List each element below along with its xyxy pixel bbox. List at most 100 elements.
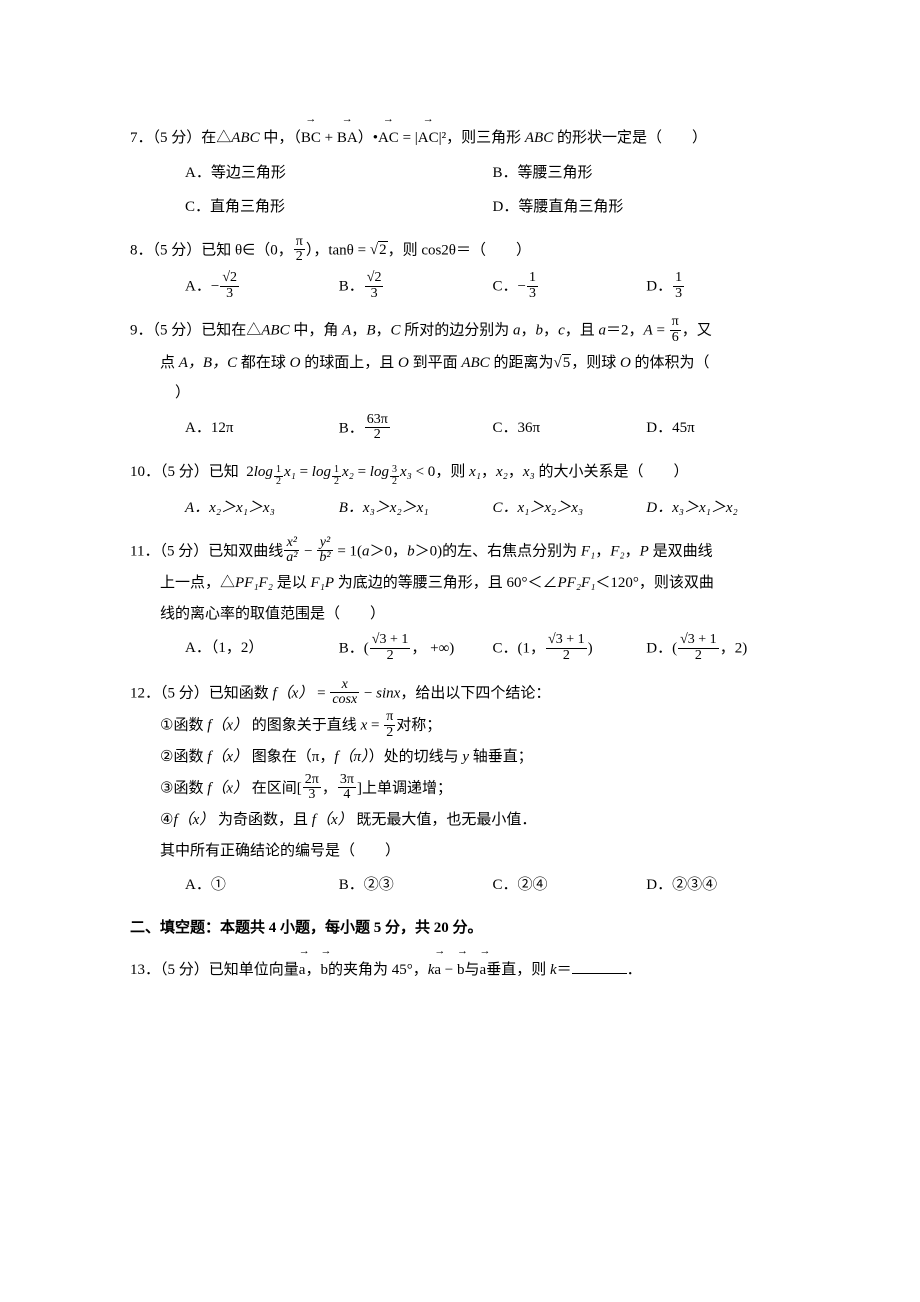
- q12-frac: xcosx: [330, 678, 359, 708]
- q8-choice-a: A．−√23: [185, 272, 339, 302]
- q10-x3n: x₃: [523, 464, 535, 480]
- q12-s2y: y: [462, 749, 469, 765]
- q12-s4fx2: f（x）: [312, 812, 353, 828]
- q7-tail: 的形状一定是（ ）: [553, 130, 707, 146]
- vector-a3: →a: [480, 952, 487, 985]
- q12-s4a: 为奇函数，且: [214, 812, 312, 828]
- q11-d-frac: √3 + 12: [678, 633, 719, 663]
- vector-b2: →b: [457, 952, 465, 985]
- q12-s3a: 函数: [173, 780, 207, 796]
- question-10: 10．（5 分）已知 2log12x₁ = log12x₂ = log32x₃ …: [130, 458, 800, 523]
- q10-eq1: =: [296, 464, 312, 480]
- q8-c-pre: C．: [493, 279, 518, 295]
- q7-abc: ABC: [231, 130, 259, 146]
- q8-sqrt2: 2: [370, 236, 388, 265]
- q11-stem-line2: 上一点，△PF₁F₂ 是以 F₁P 为底边的等腰三角形，且 60°＜∠PF₂F₁…: [160, 569, 800, 598]
- q11-choice-b: B．(√3 + 12， +∞): [339, 634, 493, 664]
- q11-b-pre: B．: [339, 641, 364, 657]
- q10-eq2: =: [354, 464, 370, 480]
- q12-end: 其中所有正确结论的编号是（ ）: [160, 837, 800, 866]
- q12-choice-d: D．②③④: [646, 871, 800, 900]
- q10-cm1: ，: [481, 464, 496, 480]
- q10-x1n: x₁: [469, 464, 481, 480]
- q11-prefix: 11．（5 分）已知双曲线: [130, 543, 283, 559]
- q11-mid1: 的左、右焦点分别为: [442, 543, 581, 559]
- q9-choice-d: D．45π: [646, 414, 800, 444]
- q12-s3c: ]上单调递增；: [357, 780, 452, 796]
- q9-choice-b: B．63π2: [339, 414, 493, 444]
- q9-frac-pi6: π6: [670, 315, 681, 345]
- q8-a-pre: A．: [185, 279, 211, 295]
- q8-f1-den: 2: [294, 250, 305, 265]
- q8-c-num: 1: [527, 271, 538, 287]
- q10-x2n: x₂: [496, 464, 508, 480]
- q8-choice-b: B．√23: [339, 272, 493, 302]
- q10-base3: 32: [390, 465, 399, 487]
- q11-b-tail: ， +∞): [411, 641, 454, 657]
- q8-d-frac: 13: [673, 271, 684, 301]
- q9-choice-a: A．12π: [185, 414, 339, 444]
- q11-d-den: 2: [678, 649, 719, 664]
- q10-stem: 10．（5 分）已知 2log12x₁ = log12x₂ = log32x₃ …: [130, 458, 800, 488]
- q11-b-frac: √3 + 12: [370, 633, 411, 663]
- question-13: 13．（5 分）已知单位向量→a，→b的夹角为 45°，k→a − →b与→a垂…: [130, 952, 800, 985]
- q9-c1: ，: [351, 323, 366, 339]
- q9-a2: a: [599, 323, 607, 339]
- q11-gt0a: ＞0，: [370, 543, 408, 559]
- q8-c-sign: −: [518, 279, 526, 295]
- q12-sinx: sinx: [376, 685, 400, 701]
- q11-b-num: √3 + 1: [370, 633, 411, 649]
- q8-b-num: √2: [365, 271, 384, 287]
- q13-minus: −: [441, 962, 457, 978]
- blank-fill: [572, 955, 627, 974]
- q11-comma: ，: [595, 543, 610, 559]
- q12-fr-num: x: [330, 678, 359, 694]
- q8-a-den: 3: [220, 287, 239, 302]
- q9-c3: ，: [521, 323, 536, 339]
- q12-s2fpi: f（π）: [334, 749, 368, 765]
- q9-Aeq: A: [644, 323, 653, 339]
- q9-tail1: ，又: [682, 323, 712, 339]
- question-9: 9．（5 分）已知在△ABC 中，角 A，B，C 所对的边分别为 a，b，c，且…: [130, 316, 800, 444]
- q11-F1P: F₁P: [310, 575, 334, 591]
- q13-period: ．: [627, 962, 642, 978]
- q11-d-num: √3 + 1: [678, 633, 719, 649]
- q12-eq: =: [313, 685, 329, 701]
- q11-c-den: 2: [546, 649, 587, 664]
- q7-choice-d: D．等腰直角三角形: [493, 193, 801, 222]
- q9-c2: ，: [375, 323, 390, 339]
- q11-choice-d: D．(√3 + 12，2): [646, 634, 800, 664]
- q9-stem-line3: ）: [160, 379, 800, 408]
- q12-circ4: ④: [160, 812, 173, 828]
- q13-eq: ＝: [557, 962, 572, 978]
- q12-s3-n1: 2π: [303, 773, 321, 789]
- q9-l2d: 到平面: [409, 355, 462, 371]
- q11-l2a: 上一点，△: [160, 575, 235, 591]
- vec-ac-text: AC: [378, 130, 399, 146]
- q9-O2: O: [398, 355, 409, 371]
- q11-choice-c: C．(1，√3 + 12): [493, 634, 647, 664]
- q12-s2b: 图象在（π，: [248, 749, 334, 765]
- q7-choices-row1: A．等边三角形 B．等腰三角形: [185, 159, 800, 188]
- q9-c4: ，: [543, 323, 558, 339]
- q9-abc2: ABC: [461, 355, 489, 371]
- q9-mid1: 中，角: [290, 323, 343, 339]
- q11-fr2-n: y²: [317, 536, 332, 552]
- vector-a: →a: [299, 952, 306, 985]
- q8-d-den: 3: [673, 287, 684, 302]
- q13-mid3: 垂直，则: [486, 962, 550, 978]
- q8-prefix: 8．（5 分）已知 θ∈（0，: [130, 242, 293, 258]
- q11-a: a: [362, 543, 370, 559]
- q9-l2a: 点: [160, 355, 179, 371]
- q12-minus: −: [360, 685, 376, 701]
- q13-vecb2: b: [457, 962, 465, 978]
- q11-c-pre: C．: [493, 641, 518, 657]
- q8-frac-pi2: π2: [294, 235, 305, 265]
- q12-tail: ，给出以下四个结论：: [400, 685, 550, 701]
- q12-choice-a: A．①: [185, 871, 339, 900]
- q8-sqrt2-val: 2: [378, 241, 388, 258]
- q7-mid3: = |: [399, 130, 418, 146]
- q9-a: a: [513, 323, 521, 339]
- q13-veca2: a: [434, 962, 441, 978]
- q13-mid1: 的夹角为 45°，: [328, 962, 428, 978]
